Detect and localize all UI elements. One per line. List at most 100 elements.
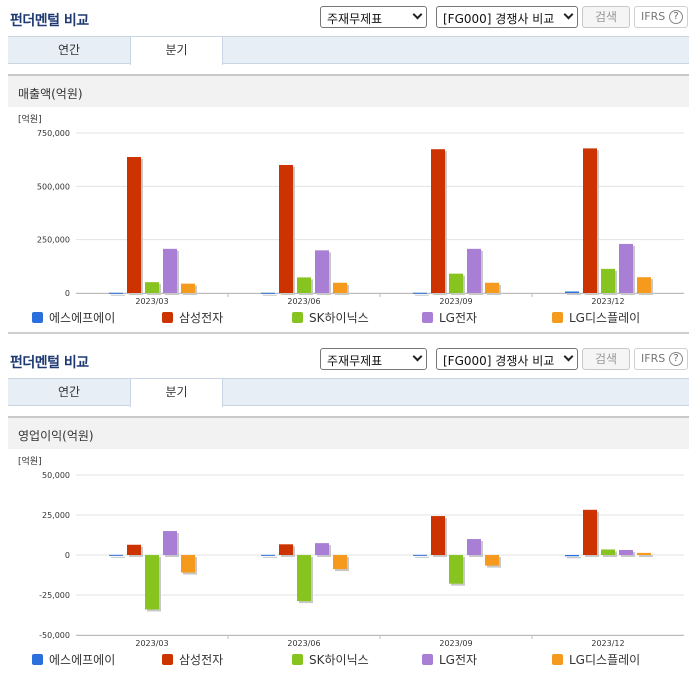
y-tick-label: -50,000 bbox=[39, 631, 70, 640]
bar-1-2-1[interactable] bbox=[431, 516, 445, 555]
bar-0-0-1[interactable] bbox=[127, 157, 141, 293]
bar-1-3-4[interactable] bbox=[637, 552, 651, 555]
section-title: 펀더멘털 비교 bbox=[10, 13, 89, 29]
bar-1-1-3[interactable] bbox=[315, 543, 329, 555]
tab-annual[interactable]: 연간 bbox=[57, 385, 81, 399]
search-button[interactable]: 검색 bbox=[582, 6, 630, 28]
bar-1-1-4[interactable] bbox=[333, 555, 347, 570]
x-tick-label: 2023/03 bbox=[135, 639, 168, 648]
legend-swatch-icon bbox=[292, 654, 303, 665]
legend-swatch-icon bbox=[552, 312, 563, 323]
chart-legend: 에스에프에이 삼성전자 SK하이닉스 LG전자 LG디스플레이 bbox=[8, 651, 689, 671]
x-tick-label: 2023/06 bbox=[287, 297, 320, 306]
bar-0-0-3[interactable] bbox=[163, 248, 177, 293]
legend-swatch-icon bbox=[32, 312, 43, 323]
unit-label: [억원] bbox=[18, 113, 42, 125]
compare-group-select[interactable]: [FG000] 경쟁사 비교 bbox=[436, 6, 578, 28]
bar-1-2-4[interactable] bbox=[485, 555, 499, 566]
bar-0-1-2[interactable] bbox=[297, 277, 311, 293]
chevron-down-icon bbox=[412, 351, 423, 362]
legend-swatch-icon bbox=[162, 654, 173, 665]
search-button[interactable]: 검색 bbox=[582, 348, 630, 370]
y-tick-label: 250,000 bbox=[37, 236, 70, 245]
ifrs-help-button[interactable]: IFRS ? bbox=[634, 6, 688, 28]
bar-1-2-2[interactable] bbox=[449, 555, 463, 584]
compare-group-select[interactable]: [FG000] 경쟁사 비교 bbox=[436, 348, 578, 370]
bar-1-0-1[interactable] bbox=[127, 544, 141, 555]
legend-label: LG전자 bbox=[439, 653, 478, 667]
bar-shadow bbox=[639, 554, 653, 557]
bar-1-0-4[interactable] bbox=[181, 555, 195, 573]
y-tick-label: 0 bbox=[65, 551, 70, 560]
ifrs-label: IFRS bbox=[641, 10, 666, 23]
bar-0-2-1[interactable] bbox=[431, 149, 445, 293]
bar-0-2-4[interactable] bbox=[485, 282, 499, 293]
compare-group-value: [FG000] 경쟁사 비교 bbox=[443, 354, 555, 368]
bar-0-1-4[interactable] bbox=[333, 282, 347, 293]
fundamental-comparison-operating-profit: 펀더멘털 비교 주재무제표 [FG000] 경쟁사 비교 검색 IFRS ? 연… bbox=[0, 342, 696, 684]
x-tick-label: 2023/09 bbox=[439, 639, 472, 648]
bar-0-2-0[interactable] bbox=[413, 292, 427, 294]
x-tick-label: 2023/06 bbox=[287, 639, 320, 648]
legend-label: 삼성전자 bbox=[179, 653, 224, 667]
bar-0-0-4[interactable] bbox=[181, 283, 195, 293]
section-header: 펀더멘털 비교 주재무제표 [FG000] 경쟁사 비교 검색 IFRS ? bbox=[0, 0, 696, 36]
statement-type-select[interactable]: 주재무제표 bbox=[320, 348, 427, 370]
bar-1-1-0[interactable] bbox=[261, 554, 275, 556]
y-tick-label: -25,000 bbox=[39, 591, 70, 600]
legend-swatch-icon bbox=[552, 654, 563, 665]
bar-0-1-3[interactable] bbox=[315, 250, 329, 293]
bar-shadow bbox=[567, 293, 581, 295]
bar-shadow bbox=[111, 556, 125, 558]
bar-0-3-0[interactable] bbox=[565, 291, 579, 293]
bar-1-3-3[interactable] bbox=[619, 550, 633, 555]
unit-label: [억원] bbox=[18, 455, 42, 467]
legend-swatch-icon bbox=[422, 312, 433, 323]
tab-quarterly[interactable]: 분기 bbox=[130, 379, 223, 407]
tab-annual[interactable]: 연간 bbox=[57, 43, 81, 57]
ifrs-label: IFRS bbox=[641, 352, 666, 365]
bar-1-2-3[interactable] bbox=[467, 539, 481, 555]
statement-type-value: 주재무제표 bbox=[327, 354, 383, 368]
bar-0-0-2[interactable] bbox=[145, 282, 159, 293]
bar-1-3-2[interactable] bbox=[601, 549, 615, 555]
bar-0-2-3[interactable] bbox=[467, 248, 481, 293]
legend-label: 에스에프에이 bbox=[49, 653, 116, 667]
chevron-down-icon bbox=[412, 9, 423, 20]
revenue-bar-chart: [억원] 0 250,000 500,000 750,000 2023/03 2023/06… bbox=[8, 107, 689, 307]
bar-0-0-0[interactable] bbox=[109, 292, 123, 294]
bar-1-1-1[interactable] bbox=[279, 544, 293, 555]
legend-label: SK하이닉스 bbox=[309, 653, 369, 667]
y-tick-label: 500,000 bbox=[37, 182, 70, 191]
bar-0-1-1[interactable] bbox=[279, 164, 293, 293]
tab-quarterly[interactable]: 분기 bbox=[130, 37, 223, 65]
bar-shadow bbox=[263, 556, 277, 558]
bar-1-2-0[interactable] bbox=[413, 554, 427, 556]
bar-0-3-1[interactable] bbox=[583, 148, 597, 293]
bar-1-3-1[interactable] bbox=[583, 509, 597, 555]
bar-0-1-0[interactable] bbox=[261, 292, 275, 294]
section-header: 펀더멘털 비교 주재무제표 [FG000] 경쟁사 비교 검색 IFRS ? bbox=[0, 342, 696, 378]
bar-0-3-4[interactable] bbox=[637, 277, 651, 293]
section-title: 펀더멘털 비교 bbox=[10, 355, 89, 371]
statement-type-select[interactable]: 주재무제표 bbox=[320, 6, 427, 28]
bar-1-3-0[interactable] bbox=[565, 555, 579, 557]
bar-0-3-2[interactable] bbox=[601, 268, 615, 293]
bar-1-1-2[interactable] bbox=[297, 555, 311, 602]
bar-1-0-0[interactable] bbox=[109, 554, 123, 556]
bar-0-3-3[interactable] bbox=[619, 243, 633, 293]
y-tick-label: 25,000 bbox=[42, 511, 70, 520]
bar-shadow bbox=[567, 557, 581, 559]
period-tabs: 연간 분기 bbox=[8, 378, 689, 407]
bar-0-2-2[interactable] bbox=[449, 273, 463, 293]
bar-1-0-2[interactable] bbox=[145, 555, 159, 610]
x-tick-label: 2023/12 bbox=[591, 297, 624, 306]
question-icon: ? bbox=[669, 10, 683, 24]
question-icon: ? bbox=[669, 352, 683, 366]
compare-group-value: [FG000] 경쟁사 비교 bbox=[443, 12, 555, 26]
ifrs-help-button[interactable]: IFRS ? bbox=[634, 348, 688, 370]
y-tick-label: 50,000 bbox=[42, 471, 70, 480]
legend-label: SK하이닉스 bbox=[309, 311, 369, 325]
bar-1-0-3[interactable] bbox=[163, 531, 177, 555]
operating-profit-bar-chart: [억원] -50,000 -25,000 0 25,000 50,000 2023/03 20… bbox=[8, 449, 689, 649]
